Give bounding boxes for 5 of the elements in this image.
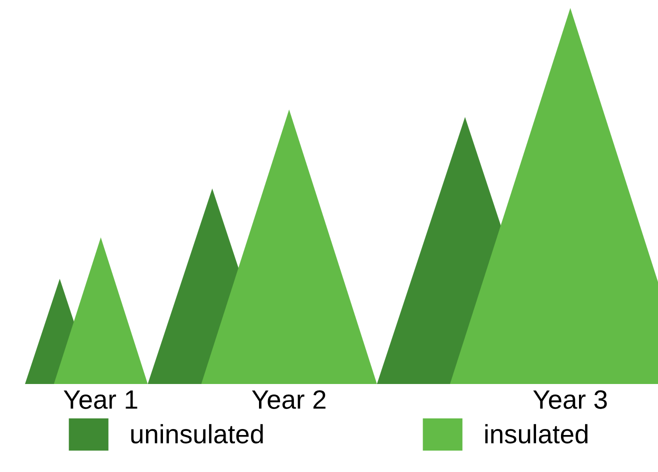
x-tick-label: Year 2 [252, 390, 326, 409]
x-tick-label: Year 1 [64, 390, 138, 409]
x-tick-label: Year 3 [533, 390, 607, 409]
legend-label: uninsulated [131, 424, 263, 444]
legend-label: insulated [485, 424, 588, 444]
